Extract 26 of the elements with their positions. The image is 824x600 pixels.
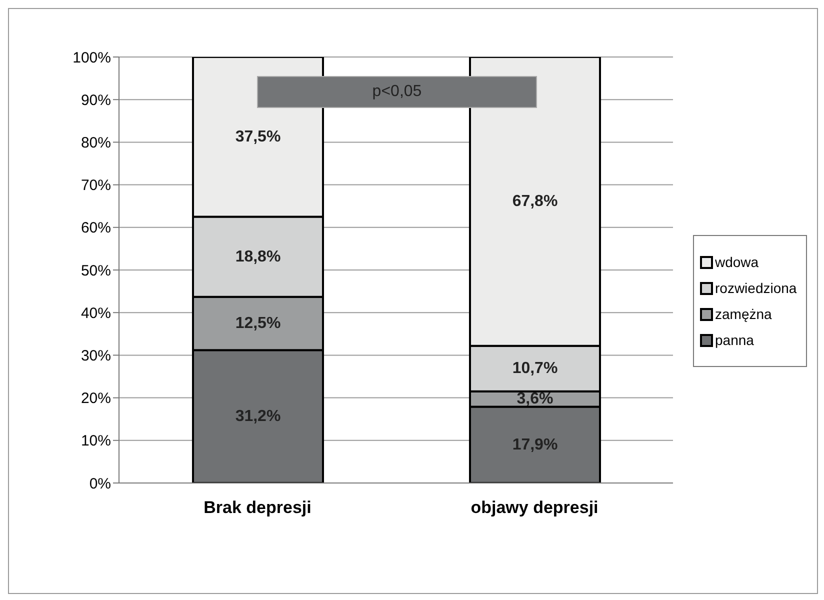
y-tick-label: 40% (80, 304, 111, 322)
data-label: 67,8% (512, 192, 558, 210)
data-label: 18,8% (235, 248, 281, 266)
data-label: 10,7% (512, 360, 558, 378)
y-tick-label: 70% (80, 177, 111, 194)
x-tick-label: Brak depresji (204, 498, 312, 518)
data-label: 12,5% (235, 314, 281, 332)
label-box: p<0,05 (257, 76, 537, 108)
y-tick-label: 90% (80, 92, 111, 109)
y-tick-label: 80% (80, 134, 111, 152)
y-tick-label: 50% (80, 262, 111, 280)
y-tick-label: 20% (80, 390, 111, 408)
data-label: 31,2% (235, 408, 281, 426)
x-tick-label: objawy depresji (470, 498, 598, 518)
y-tick-label: 30% (80, 348, 111, 365)
y-tick-label: 0% (89, 475, 111, 492)
legend-label: wdowa (715, 254, 759, 270)
data-label: 37,5% (235, 128, 281, 146)
legend-label: panna (715, 332, 754, 348)
y-tick-label: 60% (80, 220, 111, 237)
legend-label: rozwiedziona (715, 280, 797, 296)
data-label: 3,6% (516, 390, 554, 408)
y-tick-label: 10% (80, 432, 111, 450)
legend-label: zamężna (715, 306, 772, 322)
data-label: 17,9% (512, 436, 558, 454)
y-tick-label: 100% (72, 49, 111, 66)
